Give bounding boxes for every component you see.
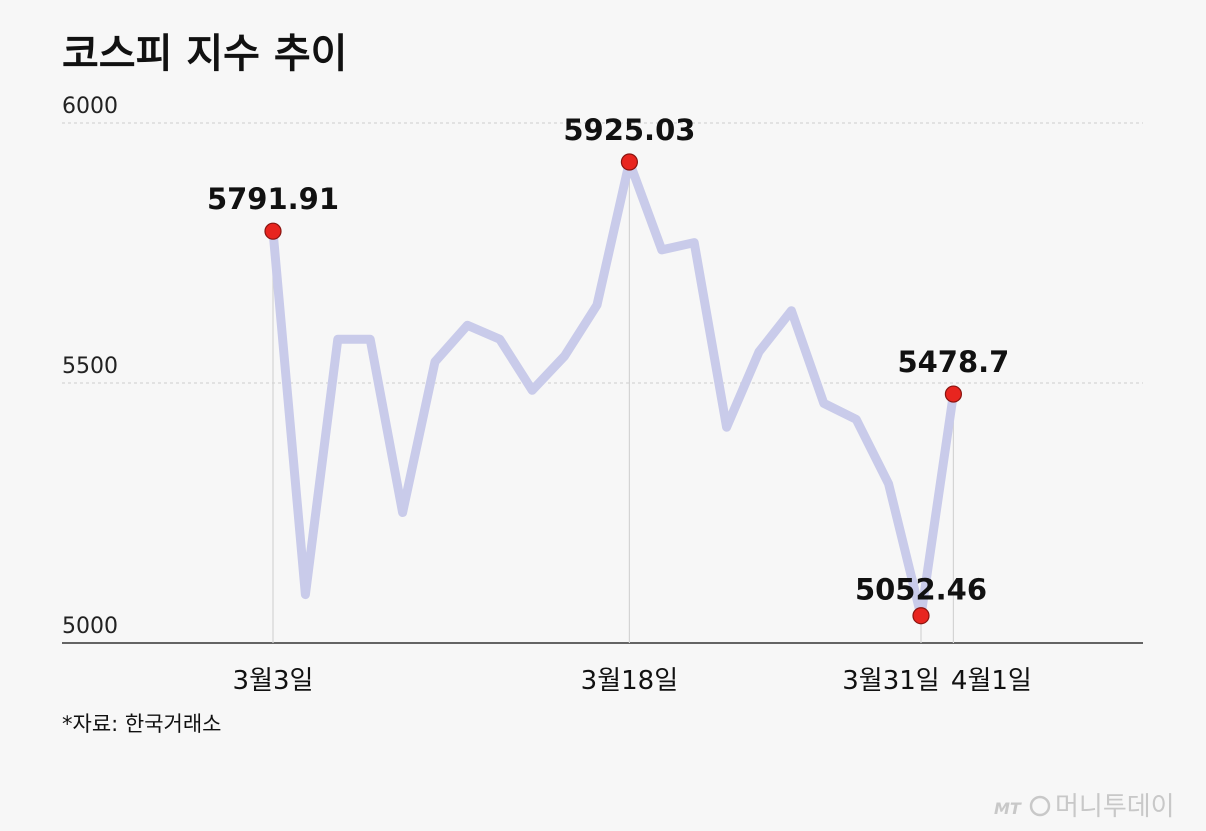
x-tick-label: 3월18일 [581,666,678,696]
highlight-marker [944,385,963,403]
source-note: *자료: 한국거래소 [62,712,222,736]
highlight-marker [620,153,639,171]
logo-mark: MT [994,799,1022,818]
data-label: 5052.46 [855,573,987,607]
x-tick-label: 3월31일 [842,666,939,696]
y-tick-label: 5500 [62,354,118,379]
series-line [268,157,958,621]
logo-circle-icon [1029,795,1051,817]
label-layer: 3월3일 3월18일 3월31일 4월1일 5791.91 5925.03 5052.46 5… [207,113,1032,696]
marker-layer [264,153,963,625]
highlight-marker [264,222,282,240]
data-label: 5478.7 [897,345,1009,379]
x-tick-label: 3월3일 [233,666,314,696]
publisher-logo: MT 머니투데이 [994,792,1175,822]
logo-text: 머니투데이 [1055,792,1175,822]
highlight-marker [912,607,930,625]
data-label: 5791.91 [207,182,339,216]
data-label: 5925.03 [563,113,695,147]
y-tick-label: 5000 [62,614,118,639]
chart-title: 코스피 지수 추이 [62,31,347,77]
x-tick-label: 4월1일 [951,666,1032,696]
line-layer [268,157,958,621]
y-tick-label: 6000 [62,94,118,119]
grid-layer: 6000 5500 5000 [62,94,1143,644]
